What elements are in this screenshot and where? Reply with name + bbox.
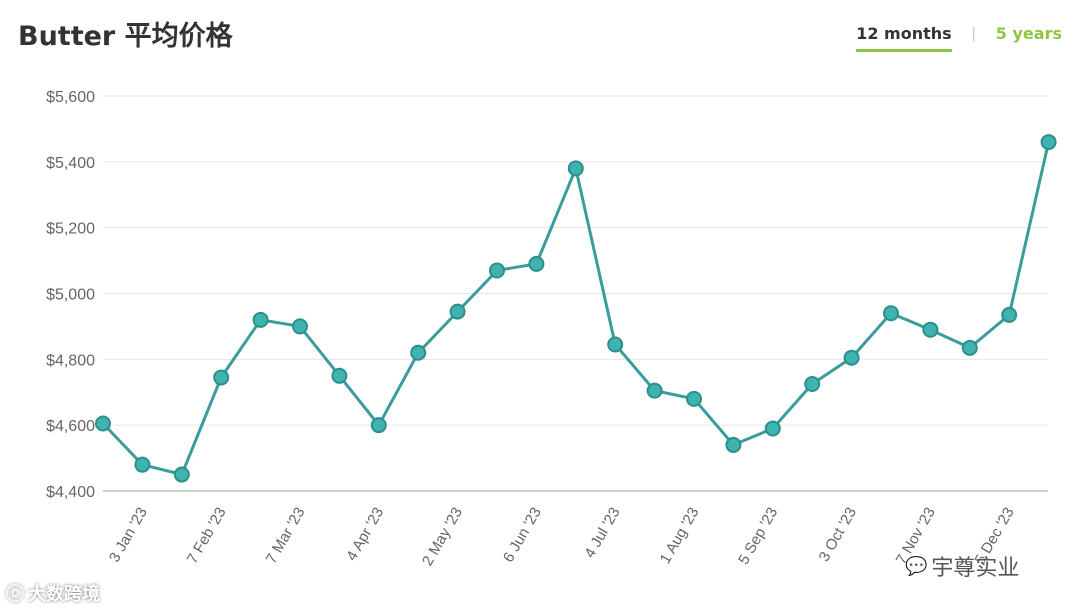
series-line bbox=[101, 141, 1051, 476]
data-point bbox=[489, 262, 505, 279]
wechat-like-logo-icon: ⓒ bbox=[6, 584, 24, 605]
data-point bbox=[449, 303, 466, 320]
watermark-left: ⓒ 大数跨境 bbox=[6, 580, 100, 606]
y-tick-label: $4,800 bbox=[46, 352, 95, 369]
data-point bbox=[528, 255, 545, 272]
grid-layer bbox=[103, 95, 1048, 492]
x-tick-label: 7 Mar '23 bbox=[263, 505, 309, 567]
data-point bbox=[370, 417, 387, 434]
y-tick-label: $5,200 bbox=[46, 221, 95, 238]
x-tick-label: 2 May '23 bbox=[419, 504, 466, 568]
watermark-right: 💬 宇尊实业 bbox=[905, 550, 1019, 582]
tab-12-months[interactable]: 12 months bbox=[856, 24, 952, 52]
y-tick-label: $4,600 bbox=[46, 418, 95, 435]
data-point bbox=[883, 305, 899, 322]
x-tick-label: 5 Sep '23 bbox=[735, 505, 781, 568]
data-point bbox=[922, 321, 939, 338]
chart-title: Butter 平均价格 bbox=[18, 21, 233, 52]
tab-separator: | bbox=[971, 24, 976, 42]
data-point bbox=[331, 367, 348, 384]
data-point bbox=[292, 318, 308, 335]
x-tick-label: 4 Apr '23 bbox=[343, 505, 387, 564]
x-axis-labels: 3 Jan '23 7 Feb '23 7 Mar '23 4 Apr '23 2 Ma… bbox=[106, 504, 1018, 568]
x-tick-label: 3 Oct '23 bbox=[816, 505, 861, 565]
data-point bbox=[764, 420, 781, 437]
y-tick-label: $5,600 bbox=[46, 89, 95, 106]
y-axis-labels: $4,400 $4,600 $4,800 $5,000 $5,200 $5,400 $5,6… bbox=[46, 89, 95, 501]
x-tick-label: 4 Jul '23 bbox=[581, 505, 623, 561]
x-tick-label: 3 Jan '23 bbox=[106, 505, 151, 566]
x-tick-label: 7 Feb '23 bbox=[184, 505, 230, 567]
range-tabs: 12 months | 5 years bbox=[856, 24, 1062, 52]
watermark-right-text: 宇尊实业 bbox=[931, 556, 1020, 581]
data-point bbox=[567, 160, 584, 177]
data-point bbox=[252, 311, 269, 328]
watermark-left-text: 大数跨境 bbox=[28, 584, 100, 605]
series-points-layer bbox=[95, 134, 1057, 483]
data-point bbox=[686, 390, 702, 407]
data-point bbox=[410, 344, 427, 361]
y-tick-label: $5,400 bbox=[46, 155, 95, 172]
data-point bbox=[646, 382, 663, 399]
y-tick-label: $4,400 bbox=[46, 484, 95, 501]
data-point bbox=[843, 349, 860, 366]
data-point bbox=[1001, 306, 1018, 323]
x-tick-label: 1 Aug '23 bbox=[657, 505, 703, 567]
data-point bbox=[607, 336, 624, 353]
data-point bbox=[95, 415, 111, 432]
y-tick-label: $5,000 bbox=[46, 287, 95, 304]
data-point bbox=[134, 456, 151, 473]
tab-5-years[interactable]: 5 years bbox=[995, 24, 1062, 43]
data-point bbox=[213, 369, 230, 386]
data-point bbox=[725, 436, 742, 453]
data-point bbox=[961, 339, 978, 356]
data-point bbox=[1040, 134, 1057, 151]
x-tick-label: 6 Jun '23 bbox=[500, 505, 545, 566]
wechat-icon: 💬 bbox=[905, 555, 928, 577]
data-point bbox=[804, 376, 821, 393]
series-line-layer bbox=[101, 141, 1051, 476]
data-point bbox=[173, 466, 190, 483]
